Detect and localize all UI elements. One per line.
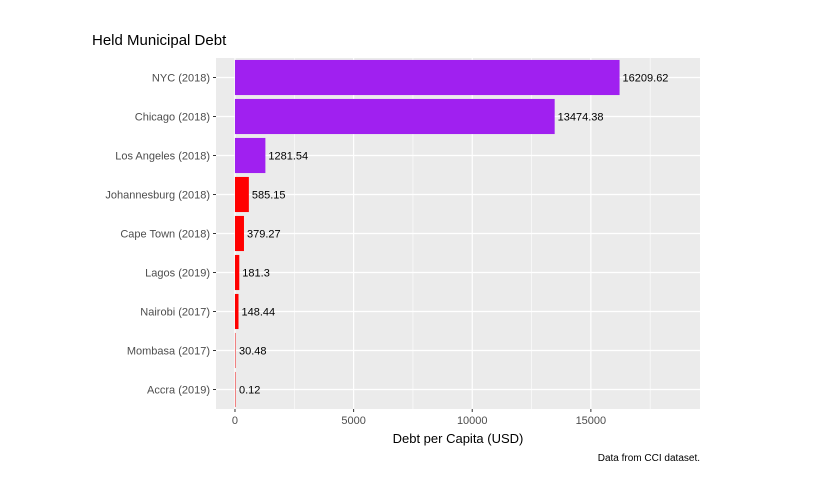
caption: Data from CCI dataset. (598, 453, 700, 464)
y-tick-label: Cape Town (2018) (120, 229, 210, 241)
y-tick-label: Lagos (2019) (145, 268, 210, 280)
data-label: 148.44 (242, 307, 276, 319)
x-tick-label: 5000 (341, 415, 365, 427)
y-axis-categories: NYC (2018) Chicago (2018) Los Angeles (201… (105, 73, 216, 397)
data-label: 30.48 (239, 346, 267, 358)
x-axis-ticks: 0 5000 10000 15000 (232, 409, 606, 427)
bar (234, 176, 249, 213)
data-label: 1281.54 (268, 151, 308, 163)
data-label: 585.15 (252, 190, 286, 202)
bar (234, 293, 239, 330)
chart-title: Held Municipal Debt (92, 32, 227, 49)
bar (234, 59, 620, 96)
y-tick-label: Accra (2019) (147, 385, 210, 397)
bars (234, 59, 620, 408)
x-axis-title: Debt per Capita (USD) (393, 431, 524, 446)
x-tick-label: 10000 (457, 415, 488, 427)
y-tick-label: NYC (2018) (152, 73, 210, 85)
bar (234, 137, 266, 174)
y-tick-label: Chicago (2018) (135, 112, 210, 124)
bar (234, 371, 236, 408)
data-label: 13474.38 (558, 112, 604, 124)
value-labels: 16209.62 13474.38 1281.54 585.15 379.27 181.3… (239, 73, 668, 397)
bar (234, 98, 555, 135)
bar (234, 254, 240, 291)
y-tick-label: Johannesburg (2018) (105, 190, 210, 202)
y-tick-label: Nairobi (2017) (140, 307, 210, 319)
bar (234, 332, 236, 369)
y-tick-label: Los Angeles (2018) (115, 151, 210, 163)
data-label: 16209.62 (623, 73, 669, 85)
bar (234, 215, 244, 252)
x-tick-label: 15000 (576, 415, 607, 427)
y-tick-label: Mombasa (2017) (127, 346, 210, 358)
data-label: 0.12 (239, 385, 260, 397)
x-tick-label: 0 (232, 415, 238, 427)
data-label: 181.3 (242, 268, 270, 280)
data-label: 379.27 (247, 229, 281, 241)
